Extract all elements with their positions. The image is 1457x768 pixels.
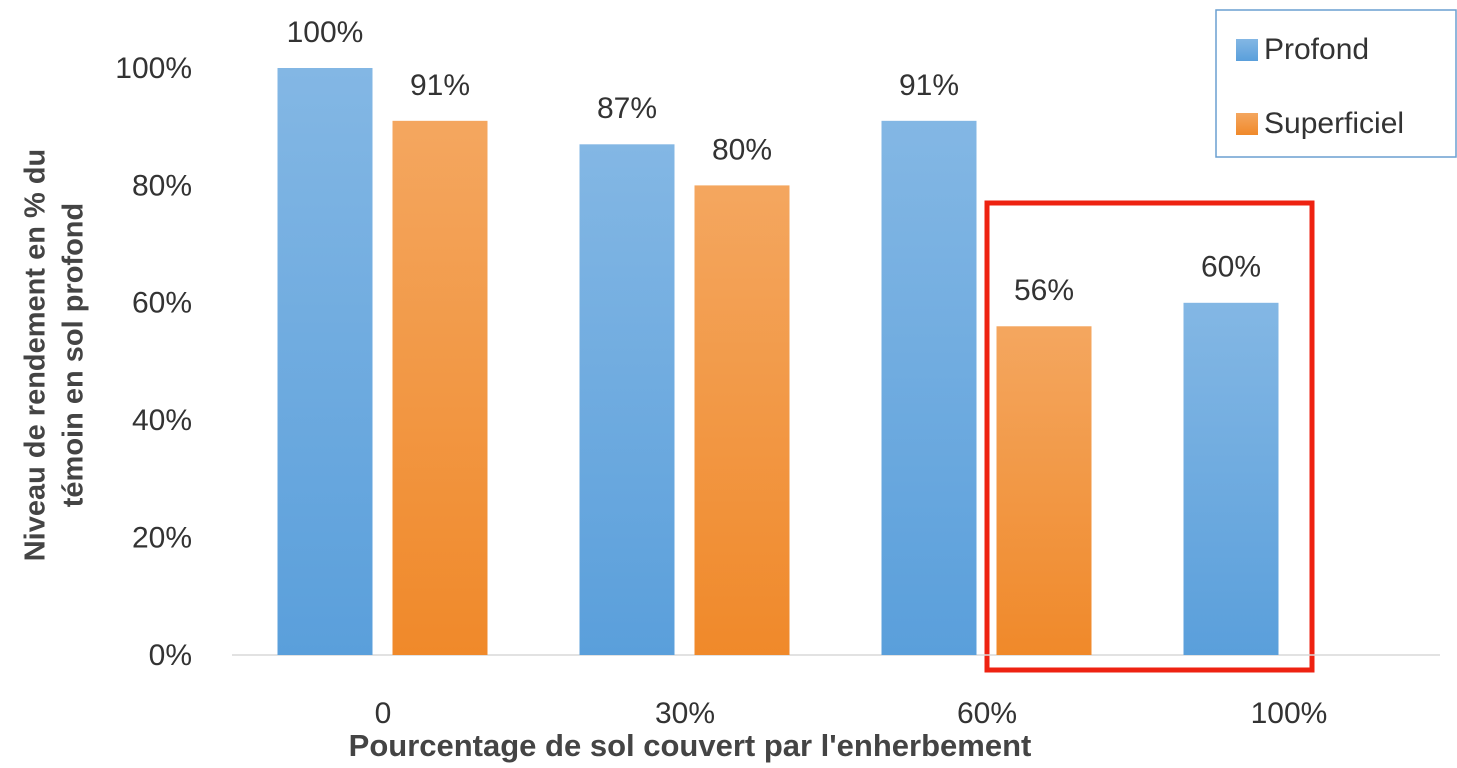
bar [1183, 302, 1279, 655]
bar [881, 120, 977, 655]
y-tick-label: 100% [115, 52, 192, 85]
legend-swatch [1236, 113, 1258, 135]
y-tick-label: 20% [132, 522, 192, 555]
bar [392, 120, 488, 655]
bar [996, 326, 1092, 655]
data-label: 91% [410, 69, 470, 102]
y-axis-title-line: Niveau de rendement en % du [20, 149, 52, 562]
bar [579, 144, 675, 655]
x-axis-title: Pourcentage de sol couvert par l'enherbe… [349, 728, 1032, 763]
y-axis-title: Niveau de rendement en % du témoin en so… [20, 149, 90, 562]
x-tick-label: 0 [375, 697, 392, 730]
bar [694, 185, 790, 655]
y-tick-label: 40% [132, 404, 192, 437]
legend-label: Profond [1264, 33, 1369, 66]
x-tick-label: 30% [655, 697, 715, 730]
data-label: 87% [597, 92, 657, 125]
y-tick-label: 60% [132, 287, 192, 320]
data-label: 60% [1201, 251, 1261, 284]
highlight-box [984, 200, 1315, 673]
y-tick-label: 0% [149, 639, 192, 672]
legend-label: Superficiel [1264, 107, 1404, 140]
bar [277, 68, 373, 655]
legend-swatch [1236, 39, 1258, 61]
y-axis-title-line: témoin en sol profond [58, 203, 90, 508]
x-tick-label: 100% [1251, 697, 1328, 730]
x-tick-label: 60% [957, 697, 1017, 730]
data-label: 100% [287, 16, 364, 49]
data-label: 80% [712, 133, 772, 166]
data-label: 56% [1014, 274, 1074, 307]
y-tick-label: 80% [132, 169, 192, 202]
data-label: 91% [899, 69, 959, 102]
